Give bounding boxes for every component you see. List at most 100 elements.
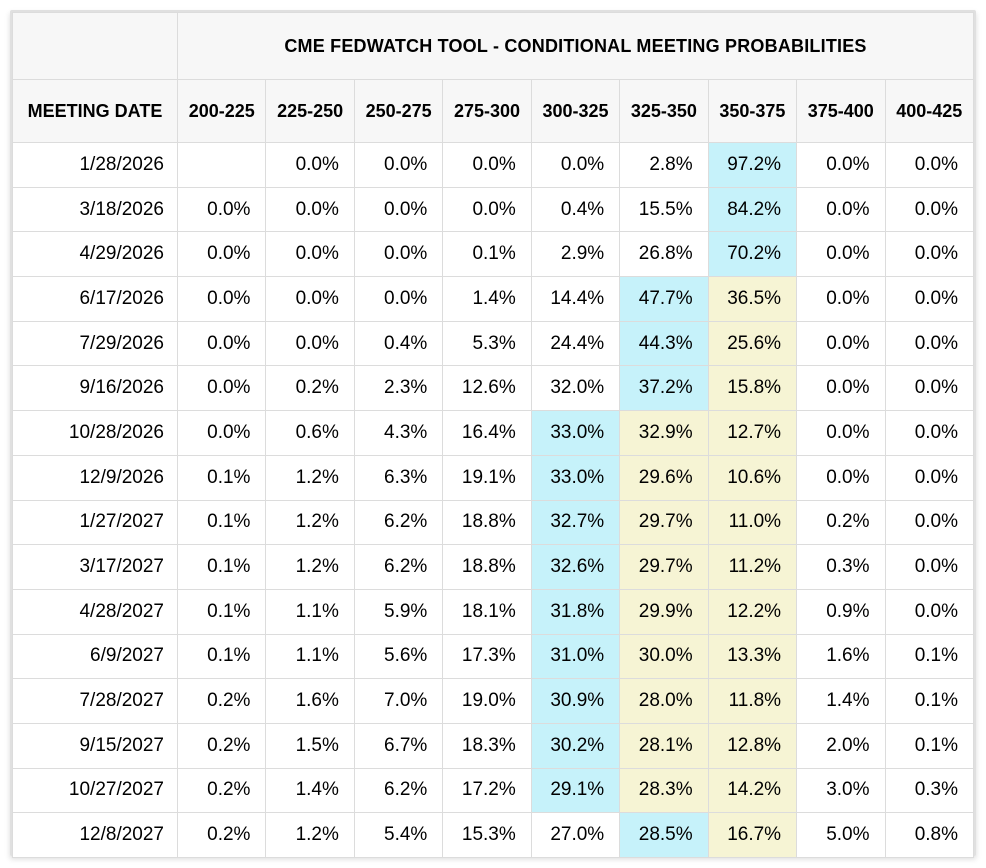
table-row: 12/8/2027 0.2% 1.2% 5.4% 15.3% 27.0% 28.5% 16.7… <box>12 812 974 858</box>
meeting-date-cell: 1/27/2027 <box>12 499 178 546</box>
rate-range-header: 250-275 <box>353 79 444 143</box>
probability-cell: 3.0% <box>796 767 886 814</box>
probability-cell: 0.3% <box>884 767 974 814</box>
probability-cell: 5.4% <box>353 812 444 858</box>
title-row: CME FEDWATCH TOOL - CONDITIONAL MEETING … <box>12 12 974 80</box>
probability-cell: 0.9% <box>796 588 886 635</box>
meeting-date-cell: 3/18/2026 <box>12 186 178 233</box>
probability-cell: 6.7% <box>353 722 444 769</box>
table-title: CME FEDWATCH TOOL - CONDITIONAL MEETING … <box>177 12 974 80</box>
probability-cell: 0.0% <box>176 276 267 322</box>
probability-cell: 15.3% <box>442 812 532 858</box>
probability-cell: 16.7% <box>707 812 798 858</box>
probability-cell: 0.1% <box>176 633 267 680</box>
probability-cell: 0.0% <box>796 454 886 501</box>
probability-cell: 25.6% <box>707 320 798 367</box>
table-row: 1/28/2026 0.0% 0.0% 0.0% 0.0% 2.8% 97.2% 0.0% 0.… <box>12 142 974 188</box>
probability-cell: 18.8% <box>442 544 532 590</box>
probability-cell: 18.1% <box>442 588 532 635</box>
probability-cell: 0.0% <box>796 365 886 412</box>
probability-cell: 84.2% <box>707 186 798 233</box>
meeting-date-cell: 10/28/2026 <box>12 410 178 456</box>
meeting-date-cell: 4/28/2027 <box>12 588 178 635</box>
probability-cell: 14.4% <box>530 276 621 322</box>
rate-range-header: 225-250 <box>265 79 355 143</box>
probability-cell: 2.8% <box>619 142 709 188</box>
table-row: 10/27/2027 0.2% 1.4% 6.2% 17.2% 29.1% 28.3% 14.… <box>12 767 974 814</box>
rate-range-header: 275-300 <box>442 79 532 143</box>
probability-cell: 0.0% <box>442 142 532 188</box>
probability-cell: 0.0% <box>353 186 444 233</box>
table-row: 7/29/2026 0.0% 0.0% 0.4% 5.3% 24.4% 44.3% 25.6%… <box>12 320 974 367</box>
probability-cell: 0.0% <box>796 142 886 188</box>
probability-cell: 97.2% <box>707 142 798 188</box>
meeting-date-cell: 6/17/2026 <box>12 276 178 322</box>
probability-cell: 0.0% <box>884 320 974 367</box>
probability-cell: 0.0% <box>176 365 267 412</box>
probability-cell: 0.0% <box>884 588 974 635</box>
probability-cell: 15.8% <box>707 365 798 412</box>
probability-cell: 0.0% <box>796 186 886 233</box>
meeting-date-cell: 4/29/2026 <box>12 231 178 278</box>
probability-cell: 12.2% <box>707 588 798 635</box>
probability-cell: 1.4% <box>442 276 532 322</box>
table-row: 9/16/2026 0.0% 0.2% 2.3% 12.6% 32.0% 37.2% 15.8… <box>12 365 974 412</box>
probability-cell: 1.2% <box>265 499 355 546</box>
fedwatch-probabilities-table: CME FEDWATCH TOOL - CONDITIONAL MEETING … <box>10 10 976 858</box>
meeting-date-cell: 12/8/2027 <box>12 812 178 858</box>
corner-cell <box>12 12 178 80</box>
probability-cell: 26.8% <box>619 231 709 278</box>
probability-cell: 0.0% <box>884 276 974 322</box>
probability-cell: 19.0% <box>442 678 532 724</box>
probability-cell: 31.8% <box>530 588 621 635</box>
probability-cell: 1.1% <box>265 633 355 680</box>
probability-cell: 44.3% <box>619 320 709 367</box>
probability-cell: 1.6% <box>265 678 355 724</box>
probability-cell: 0.0% <box>176 320 267 367</box>
probability-cell: 0.6% <box>265 410 355 456</box>
probability-cell: 0.2% <box>176 722 267 769</box>
meeting-date-cell: 9/15/2027 <box>12 722 178 769</box>
probability-cell: 0.0% <box>176 231 267 278</box>
probability-cell: 11.0% <box>707 499 798 546</box>
probability-cell: 16.4% <box>442 410 532 456</box>
probability-cell: 17.2% <box>442 767 532 814</box>
probability-cell: 47.7% <box>619 276 709 322</box>
rate-range-header: 200-225 <box>176 79 267 143</box>
probability-cell: 0.1% <box>884 678 974 724</box>
probability-cell: 14.2% <box>707 767 798 814</box>
probability-cell: 33.0% <box>530 454 621 501</box>
probability-cell: 28.1% <box>619 722 709 769</box>
probability-cell: 29.7% <box>619 499 709 546</box>
probability-cell: 0.0% <box>353 276 444 322</box>
probability-cell: 0.1% <box>176 588 267 635</box>
meeting-date-cell: 7/29/2026 <box>12 320 178 367</box>
table-row: 3/17/2027 0.1% 1.2% 6.2% 18.8% 32.6% 29.7% 11.2… <box>12 544 974 590</box>
probability-cell: 6.2% <box>353 767 444 814</box>
probability-cell: 28.0% <box>619 678 709 724</box>
probability-cell: 1.2% <box>265 812 355 858</box>
probability-cell: 0.0% <box>530 142 621 188</box>
probability-cell: 30.0% <box>619 633 709 680</box>
probability-cell: 1.1% <box>265 588 355 635</box>
probability-cell: 37.2% <box>619 365 709 412</box>
probability-cell: 0.2% <box>176 678 267 724</box>
probability-cell: 0.0% <box>884 544 974 590</box>
meeting-date-cell: 7/28/2027 <box>12 678 178 724</box>
probability-cell: 0.0% <box>353 142 444 188</box>
meeting-date-header: MEETING DATE <box>12 79 178 143</box>
probability-cell: 0.0% <box>353 231 444 278</box>
probability-cell: 0.0% <box>796 276 886 322</box>
table-row: 3/18/2026 0.0% 0.0% 0.0% 0.0% 0.4% 15.5% 84.2% 0… <box>12 186 974 233</box>
probability-cell: 1.4% <box>796 678 886 724</box>
probability-cell: 31.0% <box>530 633 621 680</box>
table-row: 4/28/2027 0.1% 1.1% 5.9% 18.1% 31.8% 29.9% 12.2… <box>12 588 974 635</box>
probability-cell: 32.0% <box>530 365 621 412</box>
probability-cell: 32.6% <box>530 544 621 590</box>
probability-cell: 1.2% <box>265 544 355 590</box>
probability-cell: 0.1% <box>884 722 974 769</box>
probability-cell: 33.0% <box>530 410 621 456</box>
probability-cell: 0.0% <box>265 231 355 278</box>
probability-cell: 12.8% <box>707 722 798 769</box>
table-row: 9/15/2027 0.2% 1.5% 6.7% 18.3% 30.2% 28.1% 12.8… <box>12 722 974 769</box>
